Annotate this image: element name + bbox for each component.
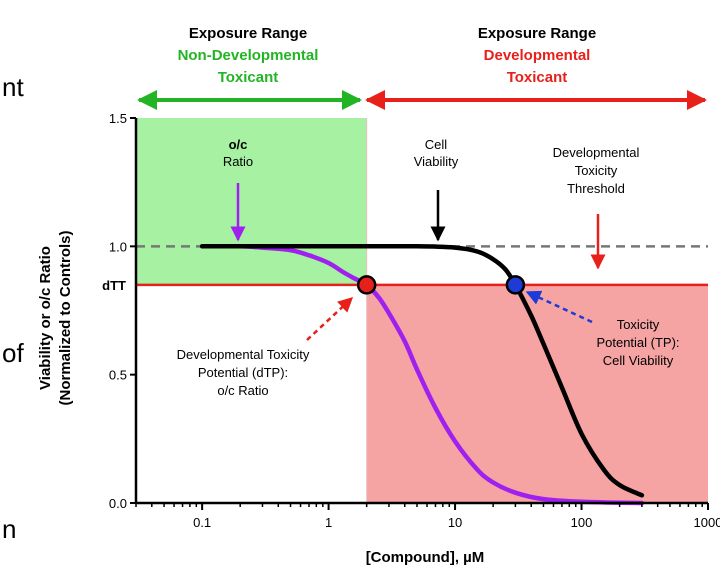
x-tick-label: 1 bbox=[325, 515, 332, 530]
dtt-axis-label: dTT bbox=[102, 278, 126, 293]
y-axis-label-line2: (Normalized to Controls) bbox=[57, 230, 74, 405]
tp-point bbox=[505, 275, 526, 295]
dtp-label-line3: o/c Ratio bbox=[217, 383, 268, 398]
tp-label-line2: Potential (TP): bbox=[596, 335, 679, 350]
dtp-label-line1: Developmental Toxicity bbox=[177, 347, 310, 362]
tp-label-line3: Cell Viability bbox=[603, 353, 674, 368]
x-tick-label: 1000 bbox=[694, 515, 720, 530]
cell-viability-label-line1: Cell bbox=[425, 137, 448, 152]
dtp-point bbox=[356, 275, 377, 295]
oc-ratio-label-line2: Ratio bbox=[223, 154, 253, 169]
x-axis-label: [Compound], µM bbox=[366, 549, 485, 566]
x-tick-label: 10 bbox=[448, 515, 462, 530]
x-tick-label: 100 bbox=[571, 515, 593, 530]
dtt-label-line3: Threshold bbox=[567, 181, 625, 196]
dtt-label-line2: Toxicity bbox=[575, 163, 618, 178]
header-left-line1: Exposure Range bbox=[189, 25, 307, 42]
header-right-line1: Exposure Range bbox=[478, 25, 596, 42]
slide-fragment-1: nt bbox=[2, 72, 24, 102]
tp-annotation-arrow bbox=[525, 290, 593, 324]
oc-ratio-label-line1: o/c bbox=[229, 137, 248, 152]
slide-fragment-3: n bbox=[2, 514, 16, 544]
header-left-line3: Toxicant bbox=[218, 69, 279, 86]
cell-viability-label-line2: Viability bbox=[414, 154, 459, 169]
developmental-region bbox=[366, 284, 708, 503]
header-left-line2: Non-Developmental bbox=[178, 47, 319, 64]
tp-label-line1: Toxicity bbox=[617, 317, 660, 332]
dtt-label-line1: Developmental bbox=[553, 145, 640, 160]
header-right-line3: Toxicant bbox=[507, 69, 568, 86]
series-oc-ratio-line bbox=[199, 243, 645, 506]
y-tick-label: 1.5 bbox=[109, 111, 127, 126]
slide-fragment-2: of bbox=[2, 338, 24, 368]
y-tick-label: 0.5 bbox=[109, 368, 127, 383]
dtp-annotation-arrow bbox=[306, 296, 354, 341]
y-axis-label-line1: Viability or o/c Ratio bbox=[37, 246, 54, 390]
y-tick-label: 0.0 bbox=[109, 496, 127, 511]
x-tick-label: 0.1 bbox=[193, 515, 211, 530]
y-tick-label: 1.0 bbox=[109, 239, 127, 254]
header-right-line2: Developmental bbox=[484, 47, 591, 64]
non-developmental-region bbox=[136, 118, 367, 285]
dtp-label-line2: Potential (dTP): bbox=[198, 365, 288, 380]
